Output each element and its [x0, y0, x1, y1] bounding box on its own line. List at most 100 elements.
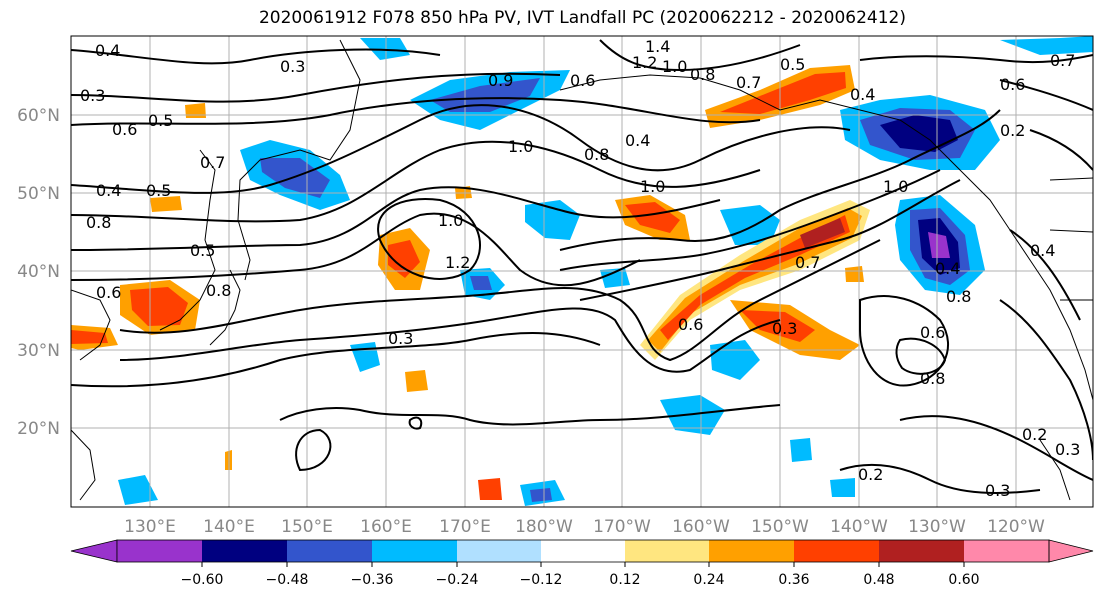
- colorbar-segment: [709, 540, 794, 562]
- gridlines: [71, 36, 1093, 507]
- shade-positive-region: [740, 310, 815, 342]
- contour-label: 0.8: [920, 369, 945, 388]
- colorbar-segment: [372, 540, 457, 562]
- shade-positive-region: [388, 240, 420, 278]
- colorbar-tick-label: 0.36: [778, 572, 809, 588]
- lon-label: 180°W: [515, 517, 573, 537]
- contour-labels: 0.4 0.3 0.3 0.5 0.6 0.7 0.4 0.5 0.8 0.5 …: [80, 37, 1080, 500]
- shade-negative-region: [260, 158, 330, 198]
- contour-label: 0.5: [148, 111, 173, 130]
- coastlines: [71, 39, 1093, 501]
- lon-label: 160°E: [360, 517, 412, 537]
- contour-label: 0.6: [570, 71, 595, 90]
- contour-label: 0.4: [935, 259, 960, 278]
- contour-label: 0.4: [850, 85, 875, 104]
- colorbar-segment: [287, 540, 372, 562]
- contour-label: 1.0: [508, 137, 533, 156]
- shade-negative-region: [830, 478, 855, 497]
- colorbar-tick-label: −0.12: [520, 572, 563, 588]
- contour-label: 0.2: [858, 465, 883, 484]
- shade-positive-region: [720, 72, 846, 114]
- colorbar-tick-label: −0.48: [266, 572, 309, 588]
- shade-negative-region: [530, 488, 552, 502]
- shade-positive-region: [185, 103, 206, 118]
- contour-label: 0.6: [112, 120, 137, 139]
- shade-positive-region: [845, 266, 864, 282]
- contour-label: 0.8: [690, 65, 715, 84]
- colorbar: −0.60 −0.48 −0.36 −0.24 −0.12 0.12 0.24 …: [70, 539, 1094, 588]
- contour-label: 0.6: [1000, 75, 1025, 94]
- contour-label: 0.8: [206, 281, 231, 300]
- contour-label: 1.2: [445, 253, 470, 272]
- contour-label: 0.2: [1000, 121, 1025, 140]
- shade-positive-region: [71, 330, 108, 344]
- colorbar-segment: [457, 540, 541, 562]
- colorbar-segment: [794, 540, 879, 562]
- shade-negative-region: [790, 438, 812, 462]
- colorbar-tick-label: −0.24: [436, 572, 479, 588]
- contour-label: 1.0: [662, 57, 687, 76]
- contour-label: 1.4: [645, 37, 670, 56]
- colorbar-segment: [202, 540, 287, 562]
- shade-positive-region: [150, 196, 182, 212]
- contour-label: 0.8: [86, 213, 111, 232]
- colorbar-tick-label: 0.60: [948, 572, 979, 588]
- contour-label: 0.3: [772, 319, 797, 338]
- lon-label: 170°W: [593, 517, 651, 537]
- shade-negative-region: [1000, 36, 1093, 55]
- contour-label: 0.6: [920, 323, 945, 342]
- shade-positive-region: [130, 287, 188, 326]
- contour-label: 0.3: [280, 57, 305, 76]
- contour-label: 0.3: [388, 329, 413, 348]
- lon-label: 150°W: [751, 517, 809, 537]
- contour-label: 0.7: [200, 153, 225, 172]
- pv-shading: [71, 36, 1093, 506]
- contour-label: 0.6: [678, 315, 703, 334]
- colorbar-tick-label: 0.24: [693, 572, 724, 588]
- shade-positive-region: [800, 218, 845, 248]
- colorbar-tick-label: 0.12: [609, 572, 640, 588]
- contour-label: 0.4: [1030, 241, 1055, 260]
- shade-positive-region: [478, 478, 502, 500]
- contour-label: 0.7: [736, 73, 761, 92]
- lon-label: 140°E: [203, 517, 255, 537]
- shade-negative-region: [928, 232, 950, 258]
- shade-negative-region: [430, 78, 540, 112]
- lon-label: 160°W: [672, 517, 730, 537]
- lon-label: 140°W: [830, 517, 888, 537]
- shade-negative-region: [118, 475, 158, 505]
- colorbar-segment: [541, 540, 625, 562]
- contours: [71, 39, 1093, 494]
- contour-label: 0.2: [1022, 425, 1047, 444]
- contour-label: 0.5: [146, 181, 171, 200]
- contour-label: 0.4: [96, 181, 121, 200]
- contour-label: 1.0: [640, 177, 665, 196]
- shade-negative-region: [525, 200, 580, 240]
- contour-label: 0.6: [96, 283, 121, 302]
- contour-label: 0.4: [625, 131, 650, 150]
- contour-label: 0.7: [795, 253, 820, 272]
- lat-label: 50°N: [17, 184, 60, 204]
- lat-label: 40°N: [17, 262, 60, 282]
- contour-label: 0.5: [780, 55, 805, 74]
- lon-label: 130°E: [124, 517, 176, 537]
- lon-label: 150°E: [281, 517, 333, 537]
- contour-label: 0.7: [1050, 51, 1075, 70]
- contour-label: 1.2: [632, 53, 657, 72]
- colorbar-tick-label: −0.60: [181, 572, 224, 588]
- shade-negative-region: [720, 205, 780, 245]
- colorbar-segment: [879, 540, 964, 562]
- colorbar-frame: [116, 539, 1050, 563]
- colorbar-tick-label: −0.36: [351, 572, 394, 588]
- colorbar-extend-high: [1048, 539, 1094, 563]
- latitude-labels: 60°N 50°N 40°N 30°N 20°N: [17, 106, 60, 439]
- map-title: 2020061912 F078 850 hPa PV, IVT Landfall…: [258, 8, 906, 28]
- colorbar-segment: [625, 540, 709, 562]
- colorbar-segment: [964, 540, 1049, 562]
- lon-label: 120°W: [987, 517, 1045, 537]
- contour-label: 0.9: [488, 71, 513, 90]
- lon-label: 170°E: [439, 517, 491, 537]
- lat-label: 20°N: [17, 419, 60, 439]
- lon-label: 130°W: [908, 517, 966, 537]
